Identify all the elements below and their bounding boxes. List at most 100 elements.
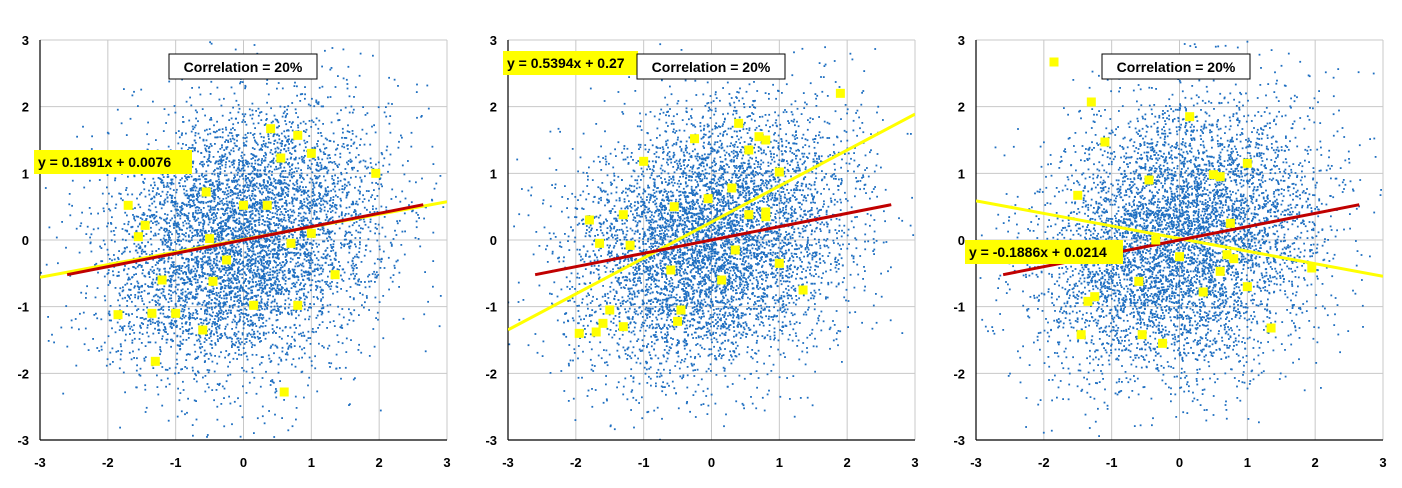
population-point bbox=[141, 248, 144, 251]
population-point bbox=[119, 193, 122, 195]
population-point bbox=[328, 154, 331, 156]
population-point bbox=[322, 268, 325, 271]
population-point bbox=[277, 310, 280, 312]
population-point bbox=[250, 341, 253, 344]
population-point bbox=[262, 246, 264, 249]
population-point bbox=[269, 361, 272, 363]
population-point bbox=[279, 208, 281, 210]
population-point bbox=[165, 241, 168, 244]
population-point bbox=[75, 364, 78, 367]
population-point bbox=[330, 250, 332, 252]
population-point bbox=[187, 201, 190, 203]
population-point bbox=[253, 205, 256, 208]
population-point bbox=[272, 295, 274, 298]
population-point bbox=[297, 124, 299, 127]
population-point bbox=[316, 216, 318, 219]
population-point bbox=[363, 206, 366, 209]
population-point bbox=[326, 231, 329, 233]
population-point bbox=[351, 167, 353, 169]
population-point bbox=[251, 230, 254, 233]
population-point bbox=[192, 213, 194, 216]
population-point bbox=[209, 252, 212, 255]
population-point bbox=[202, 244, 205, 247]
population-point bbox=[184, 304, 187, 307]
population-point bbox=[234, 344, 236, 347]
population-point bbox=[372, 54, 374, 57]
population-point bbox=[151, 202, 154, 205]
population-point bbox=[370, 196, 372, 199]
population-point bbox=[252, 240, 254, 243]
population-point bbox=[162, 305, 165, 308]
population-point bbox=[253, 207, 256, 210]
population-point bbox=[369, 250, 372, 253]
population-point bbox=[189, 315, 191, 318]
population-point bbox=[373, 211, 376, 213]
population-point bbox=[263, 267, 266, 269]
population-point bbox=[364, 165, 367, 168]
population-point bbox=[208, 145, 211, 148]
population-point bbox=[319, 310, 322, 312]
population-point bbox=[216, 335, 219, 337]
population-point bbox=[371, 125, 373, 128]
population-point bbox=[208, 337, 211, 339]
population-point bbox=[108, 208, 110, 210]
population-point bbox=[264, 159, 267, 162]
population-point bbox=[227, 365, 229, 368]
population-point bbox=[211, 389, 214, 391]
population-point bbox=[231, 346, 233, 348]
population-point bbox=[308, 267, 311, 269]
population-point bbox=[204, 196, 207, 199]
population-point bbox=[185, 100, 188, 103]
population-point bbox=[266, 261, 269, 264]
population-point bbox=[185, 144, 187, 146]
population-point bbox=[353, 265, 356, 267]
population-point bbox=[190, 282, 193, 285]
population-point bbox=[202, 227, 205, 230]
population-point bbox=[257, 239, 260, 242]
population-point bbox=[281, 220, 283, 223]
population-point bbox=[267, 141, 270, 144]
population-point bbox=[198, 224, 201, 226]
population-point bbox=[371, 194, 374, 197]
population-point bbox=[344, 168, 347, 170]
population-point bbox=[161, 240, 164, 243]
population-point bbox=[168, 297, 171, 300]
population-point bbox=[202, 201, 205, 203]
population-point bbox=[277, 147, 280, 150]
population-point bbox=[248, 204, 251, 207]
population-point bbox=[283, 248, 286, 250]
population-point bbox=[368, 355, 371, 357]
population-point bbox=[293, 271, 295, 274]
population-point bbox=[306, 256, 308, 258]
population-point bbox=[235, 180, 238, 183]
population-point bbox=[398, 140, 400, 143]
population-point bbox=[219, 166, 221, 168]
population-point bbox=[238, 313, 241, 316]
population-point bbox=[298, 264, 300, 267]
population-point bbox=[214, 213, 217, 216]
population-point bbox=[247, 265, 250, 268]
population-point bbox=[218, 260, 221, 263]
population-point bbox=[139, 206, 142, 209]
population-point bbox=[304, 131, 307, 133]
population-point bbox=[188, 220, 191, 222]
population-point bbox=[272, 157, 275, 160]
population-point bbox=[251, 113, 254, 116]
population-point bbox=[318, 119, 321, 122]
population-point bbox=[278, 181, 281, 184]
population-point bbox=[170, 257, 173, 260]
population-point bbox=[219, 315, 222, 318]
population-point bbox=[279, 183, 281, 186]
population-point bbox=[348, 319, 351, 321]
population-point bbox=[329, 157, 331, 159]
population-point bbox=[268, 287, 271, 289]
population-point bbox=[194, 350, 197, 353]
population-point bbox=[184, 413, 186, 416]
population-point bbox=[304, 252, 306, 255]
population-point bbox=[278, 271, 281, 274]
population-point bbox=[359, 213, 362, 215]
population-point bbox=[234, 303, 236, 306]
population-point bbox=[203, 349, 206, 352]
population-point bbox=[226, 220, 229, 223]
population-point bbox=[203, 341, 206, 343]
